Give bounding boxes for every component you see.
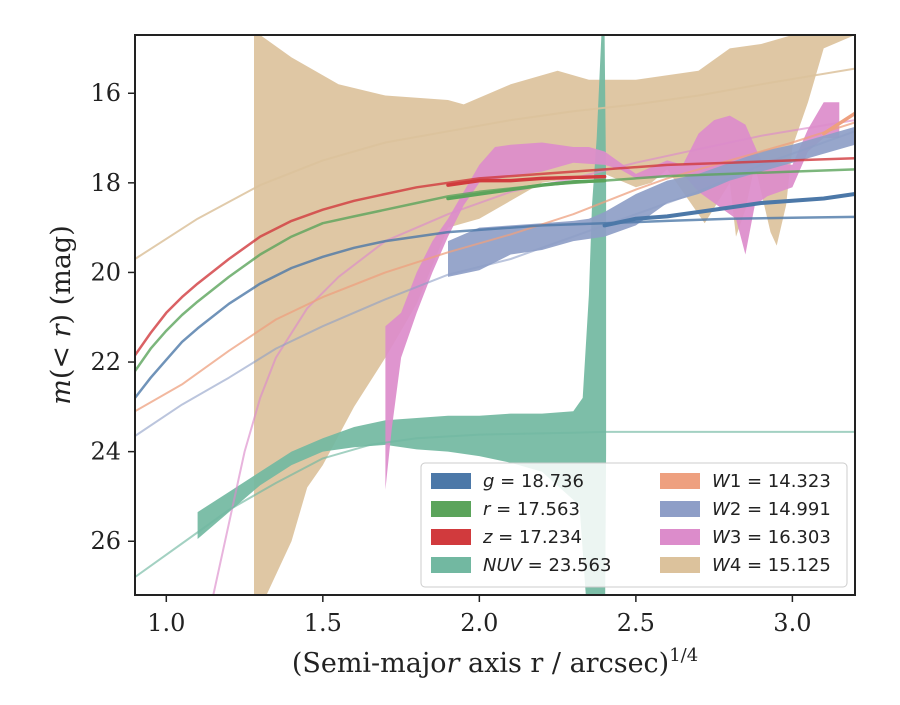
curve-nuv: [135, 430, 855, 579]
curve-w4: [135, 67, 855, 260]
legend-swatch: [431, 501, 471, 517]
legend-label: g = 18.736: [483, 471, 584, 492]
legend-swatch: [660, 529, 700, 545]
curve-w3: [212, 119, 855, 595]
curve-series: [135, 67, 855, 595]
x-axis-label-exponent: 1/4: [669, 645, 698, 666]
legend-box: [420, 462, 848, 588]
y-tick-label: 26: [90, 527, 121, 555]
legend-label: z = 17.234: [482, 527, 582, 548]
legend-label: W1 = 14.323: [712, 471, 831, 492]
legend-label: W2 = 14.991: [712, 499, 831, 520]
legend-swatch: [431, 529, 471, 545]
curve-z: [135, 156, 855, 357]
legend-swatch: [431, 557, 471, 573]
legend-item-w4: W4 = 15.125: [660, 555, 831, 576]
legend-label: r = 17.563: [483, 499, 580, 520]
x-tick-label: 3.0: [773, 609, 811, 637]
legend-item-z: z = 17.234: [431, 527, 582, 548]
x-axis-label-text: (Semi-majo: [292, 648, 447, 679]
x-tick-label: 1.5: [304, 609, 342, 637]
y-tick-label: 20: [90, 258, 121, 286]
legend-item-w3: W3 = 16.303: [660, 527, 831, 548]
y-axis-ticks: 16 18 20 22 24 26: [90, 79, 135, 555]
x-tick-label: 2.0: [460, 609, 498, 637]
plot-frame: [134, 34, 856, 596]
legend-label: W4 = 15.125: [712, 555, 831, 576]
legend-item-w2: W2 = 14.991: [660, 499, 831, 520]
y-tick-label: 16: [90, 79, 121, 107]
legend-label: NUV = 23.563: [483, 555, 611, 576]
y-tick-label: 18: [90, 169, 121, 197]
curve-r-measured: [446, 178, 607, 201]
y-axis-label: m(< r) (mag): [46, 225, 77, 404]
curve-r: [135, 168, 855, 373]
x-axis-label-text2: axis r / arcsec): [459, 648, 669, 679]
legend-swatch: [431, 473, 471, 489]
legend-item-w1: W1 = 14.323: [660, 471, 831, 492]
x-axis-ticks: 1.0 1.5 2.0 2.5 3.0: [147, 595, 811, 637]
curve-g: [135, 215, 855, 400]
x-tick-label: 2.5: [617, 609, 655, 637]
curve-w1-measured: [821, 111, 855, 136]
x-tick-label: 1.0: [147, 609, 185, 637]
legend-swatch: [660, 557, 700, 573]
legend-item-r: r = 17.563: [431, 499, 580, 520]
legend-item-nuv: NUV = 23.563: [431, 555, 611, 576]
legend-item-g: g = 18.736: [431, 471, 584, 492]
y-tick-label: 24: [90, 438, 121, 466]
y-tick-label: 22: [90, 348, 121, 376]
band-w2: [448, 126, 855, 277]
band-nuv: [197, 35, 607, 595]
curve-g-measured: [602, 192, 855, 228]
legend: g = 18.736 r = 17.563 z = 17.234 NUV = 23.5…: [420, 462, 848, 588]
curve-z-measured: [446, 174, 607, 187]
x-axis-label: (Semi-major axis r / arcsec)1/4: [292, 645, 698, 679]
legend-label: W3 = 16.303: [712, 527, 831, 548]
curve-w2: [135, 130, 855, 437]
legend-swatch: [660, 473, 700, 489]
band-w3: [385, 102, 840, 490]
x-axis-label-var: r: [447, 648, 462, 679]
legend-swatch: [660, 501, 700, 517]
